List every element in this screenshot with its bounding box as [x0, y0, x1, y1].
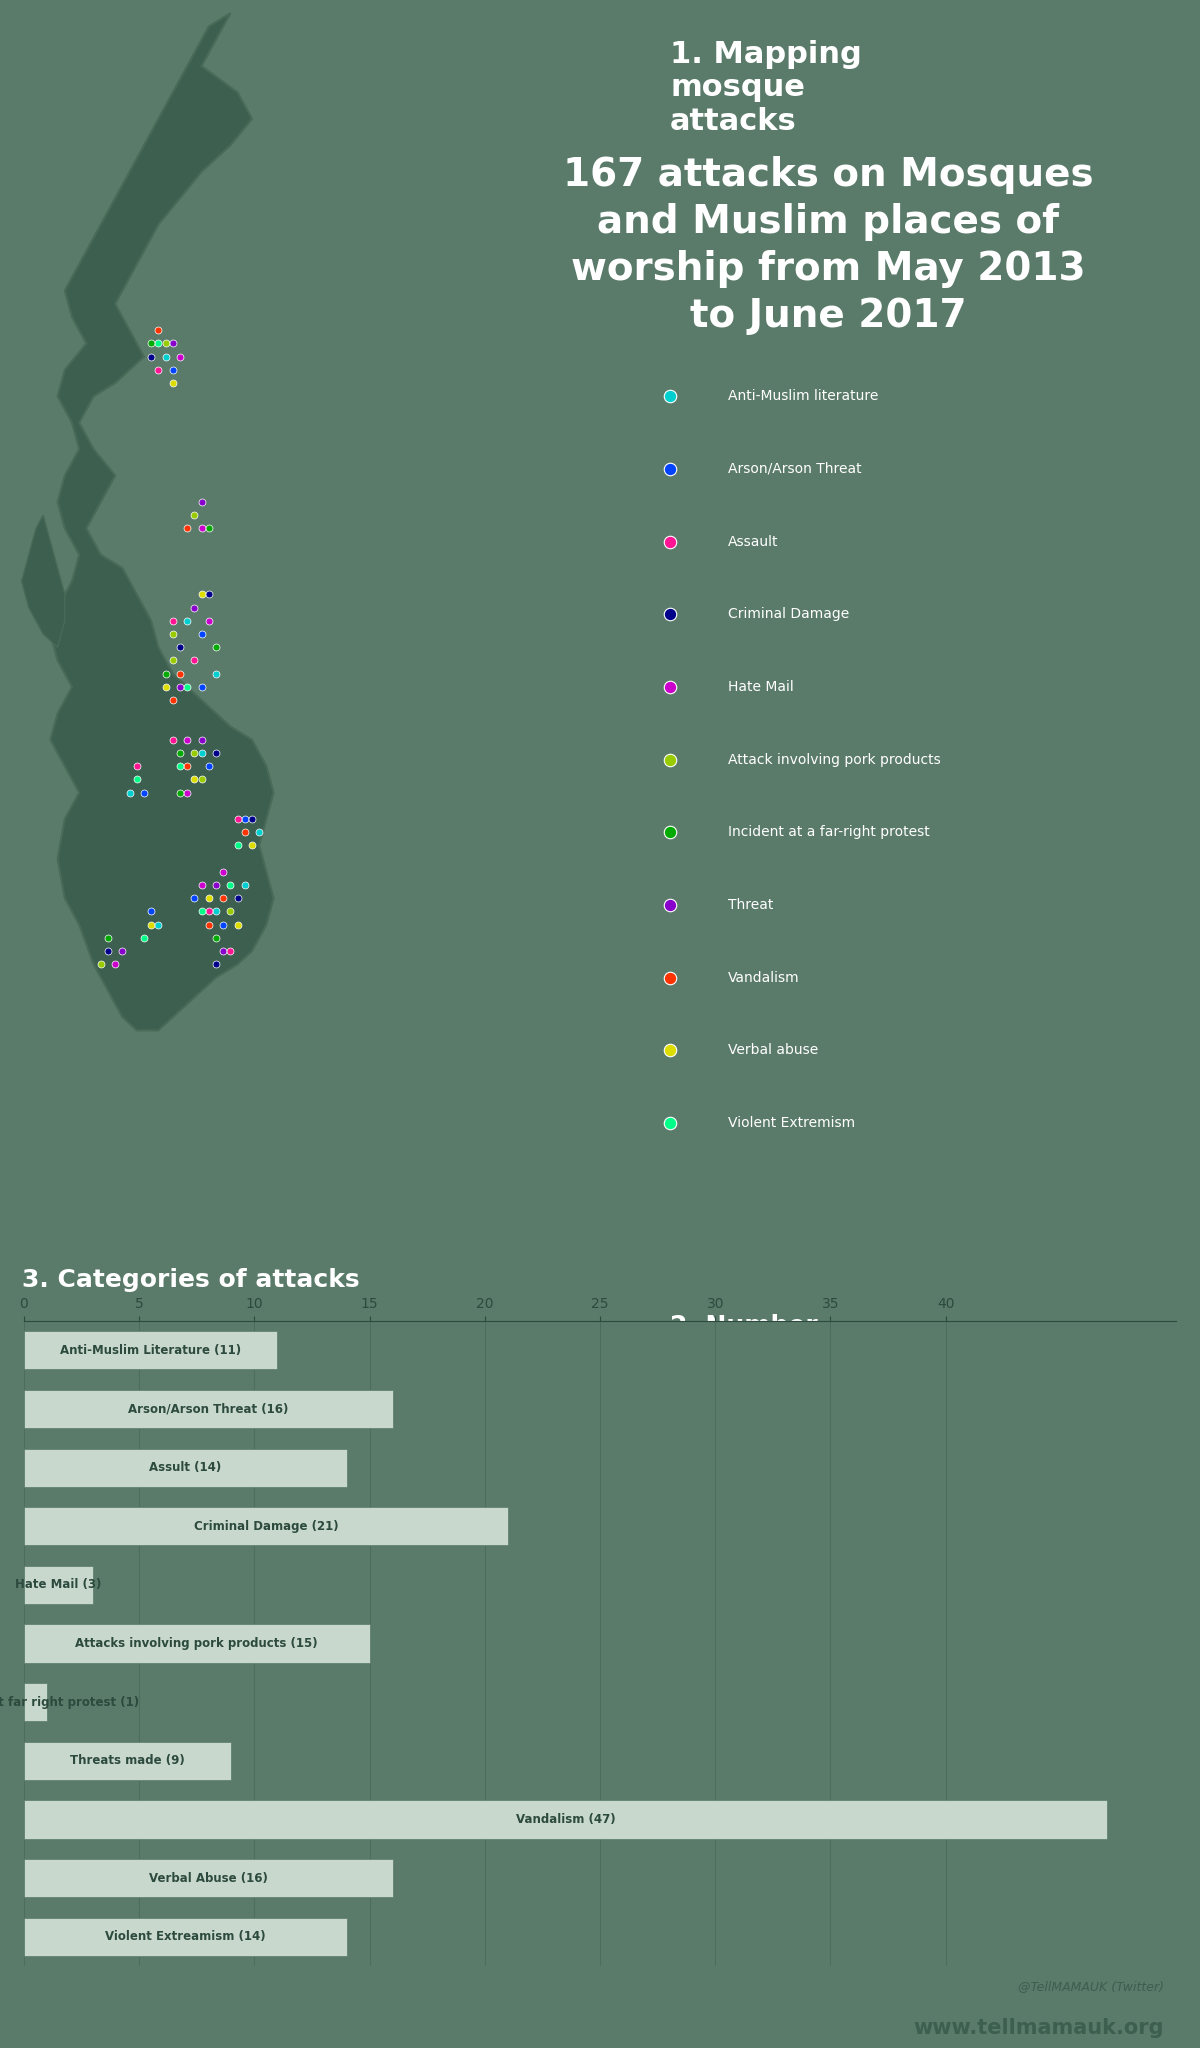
Text: 167 attacks on Mosques
and Muslim places of
worship from May 2013
to June 2017: 167 attacks on Mosques and Muslim places…: [563, 156, 1093, 336]
Text: 2013: 2013: [710, 1556, 756, 1575]
Text: Verbal Abuse (16): Verbal Abuse (16): [149, 1872, 268, 1884]
Text: Arson/Arson Threat (16): Arson/Arson Threat (16): [128, 1403, 288, 1415]
Text: @TellMAMAUK (Twitter): @TellMAMAUK (Twitter): [1018, 1980, 1164, 1993]
Bar: [24, 1391, 392, 1427]
Bar: [24, 1448, 347, 1487]
Text: Assault: Assault: [727, 535, 778, 549]
Text: Incident at a far-right protest: Incident at a far-right protest: [727, 825, 930, 840]
Bar: [24, 1567, 94, 1604]
Text: 34: 34: [912, 1831, 935, 1849]
Text: Violent Extremism: Violent Extremism: [727, 1116, 854, 1130]
Text: Attack involving pork products: Attack involving pork products: [727, 752, 941, 766]
Text: 43: 43: [912, 1556, 935, 1575]
Text: Verbal abuse: Verbal abuse: [727, 1042, 818, 1057]
Polygon shape: [22, 516, 65, 647]
Text: Anti-Muslim literature: Anti-Muslim literature: [727, 389, 878, 403]
Text: Arson/Arson Threat: Arson/Arson Threat: [727, 463, 862, 475]
Bar: [24, 1507, 508, 1546]
Text: Criminal Damage: Criminal Damage: [727, 608, 848, 621]
Text: 3. Categories of attacks: 3. Categories of attacks: [22, 1268, 359, 1292]
Text: Vandalism (47): Vandalism (47): [516, 1812, 616, 1827]
Text: Attacks involving pork products (15): Attacks involving pork products (15): [76, 1636, 318, 1651]
Text: 1. Mapping
mosque
attacks: 1. Mapping mosque attacks: [670, 39, 862, 135]
Text: 2. Number
of attacks by
year:: 2. Number of attacks by year:: [670, 1315, 854, 1395]
Text: Threat: Threat: [727, 897, 773, 911]
Text: 2014: 2014: [710, 1624, 756, 1642]
Text: Hate Mail: Hate Mail: [727, 680, 793, 694]
Text: Criminal Damage (21): Criminal Damage (21): [193, 1520, 338, 1532]
Polygon shape: [50, 12, 274, 1030]
Text: 2017: 2017: [710, 1831, 756, 1849]
Text: 2015: 2015: [710, 1694, 756, 1712]
Text: Incident at far right protest (1): Incident at far right protest (1): [0, 1696, 139, 1708]
Text: Anti-Muslim Literature (11): Anti-Muslim Literature (11): [60, 1343, 241, 1356]
Text: 2016: 2016: [710, 1763, 756, 1780]
Text: www.tellmamauk.org: www.tellmamauk.org: [913, 2017, 1164, 2038]
Text: Violent Extreamism (14): Violent Extreamism (14): [104, 1931, 265, 1944]
Text: 45: 45: [912, 1763, 935, 1780]
Bar: [24, 1683, 47, 1720]
Text: 21: 21: [912, 1624, 935, 1642]
Bar: [24, 1860, 392, 1896]
Bar: [24, 1917, 347, 1956]
Bar: [24, 1331, 277, 1370]
Bar: [24, 1624, 370, 1663]
Text: Threats made (9): Threats made (9): [71, 1755, 185, 1767]
Bar: [24, 1741, 232, 1780]
Text: 24: 24: [912, 1694, 935, 1712]
Text: Vandalism: Vandalism: [727, 971, 799, 985]
Bar: [24, 1800, 1106, 1839]
Text: Assult (14): Assult (14): [149, 1460, 222, 1475]
Text: Hate Mail (3): Hate Mail (3): [16, 1579, 102, 1591]
